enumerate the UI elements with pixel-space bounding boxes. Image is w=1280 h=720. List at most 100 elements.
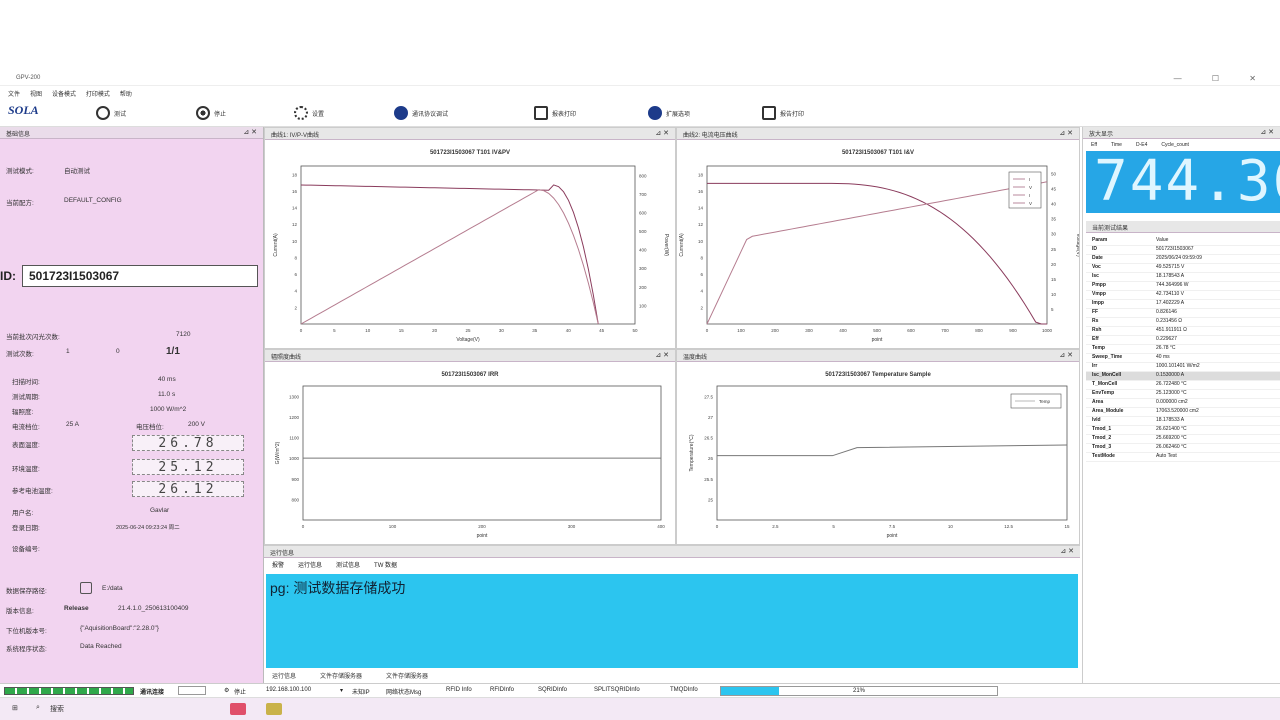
table-row[interactable]: Impp 17.402229 A [1086, 300, 1280, 309]
tab-tw-data[interactable]: TW 数据 [374, 563, 398, 569]
scan-time-value: 40 ms [158, 376, 176, 383]
tab-alarm[interactable]: 报警 [272, 563, 285, 569]
menu-file[interactable]: 文件 [8, 92, 21, 98]
param-name: Sweep_Time [1092, 354, 1123, 360]
folder-icon[interactable] [80, 582, 92, 594]
report-button[interactable]: 报表打印 [534, 105, 576, 121]
pin-icon[interactable]: ⊿ ✕ [655, 352, 669, 359]
table-row[interactable]: Ivld 18.178533 A [1086, 417, 1280, 426]
voltage-range-label: 电压档位: [136, 424, 164, 431]
id-field[interactable]: 501723I1503067 [22, 265, 258, 287]
table-row[interactable]: Vmpp 42.734110 V [1086, 291, 1280, 300]
table-row[interactable]: TestMode Auto Test [1086, 453, 1280, 462]
test-button[interactable]: 测试 [96, 105, 126, 121]
chart-title: 501723I1503067 Temperature Sample [825, 372, 931, 378]
table-row[interactable]: Eff 0.229627 [1086, 336, 1280, 345]
print-button[interactable]: 报告打印 [762, 105, 804, 121]
param-name: Rs [1092, 318, 1099, 324]
scan-time-label: 扫描时间: [12, 379, 40, 386]
pin-icon[interactable]: ⊿ ✕ [1060, 548, 1074, 555]
table-row[interactable]: FF 0.826146 [1086, 309, 1280, 318]
table-row[interactable]: Tmod_3 26.062460 °C [1086, 444, 1280, 453]
menu-view[interactable]: 视图 [29, 92, 42, 98]
message-panel-title: 运行信息 [270, 551, 295, 557]
table-row[interactable]: Date 2025/06/24 09:59:09 [1086, 255, 1280, 264]
table-row[interactable]: Area 0.000000 cm2 [1086, 399, 1280, 408]
bottom-tab-run-info[interactable]: 运行信息 [272, 674, 297, 680]
app-icon[interactable] [266, 703, 282, 715]
protocol-debug-label: 通讯协议调试 [412, 111, 449, 118]
pin-icon[interactable]: ⊿ ✕ [1260, 129, 1274, 136]
extend-button[interactable]: 扩展选项 [648, 105, 690, 121]
param-name: Tmod_2 [1092, 435, 1112, 441]
stop-button-label: 停止 [214, 111, 227, 118]
y-tick-label: 6 [700, 272, 703, 277]
table-row[interactable]: Tmod_1 26.621400 °C [1086, 426, 1280, 435]
window-controls[interactable]: — ☐ ✕ [1173, 74, 1270, 83]
param-value: 451.911911 Ω [1156, 327, 1187, 333]
table-row[interactable]: Rsh 451.911911 Ω [1086, 327, 1280, 336]
result-table: Param Value ID 501723I1503067 Date 2025/06/2… [1086, 237, 1280, 462]
tab-eff[interactable]: Eff [1091, 142, 1098, 148]
protocol-debug-button[interactable]: 通讯协议调试 [394, 105, 448, 121]
menu-device-mode[interactable]: 设备模式 [51, 92, 76, 98]
stop-button[interactable]: 停止 [196, 105, 226, 121]
x-tick-label: 10 [948, 524, 954, 529]
table-row[interactable]: T_MonCell 26.722480 °C [1086, 381, 1280, 390]
table-row[interactable]: Sweep_Time 40 ms [1086, 354, 1280, 363]
tab-test-info[interactable]: 测试信息 [336, 563, 361, 569]
status-network-msg: 网络状态Msg [386, 690, 422, 696]
chart-temp-header-text: 温度曲线 [683, 355, 708, 361]
table-row[interactable]: Area_Module 17063.520000 cm2 [1086, 408, 1280, 417]
gear-icon[interactable]: ⚙ [224, 688, 230, 694]
menu-print-mode[interactable]: 打印模式 [85, 92, 110, 98]
tab-d-e4[interactable]: D-E4 [1135, 142, 1148, 148]
tab-cycle-count[interactable]: Cycle_count [1161, 142, 1189, 148]
table-row[interactable]: Voc 49.525715 V [1086, 264, 1280, 273]
windows-start-icon[interactable]: ⊞ [12, 705, 18, 712]
tab-run-info[interactable]: 运行信息 [298, 563, 323, 569]
logo: SOLA [8, 103, 39, 117]
table-row[interactable]: Isc_MonCell 0.1530000 A [1086, 372, 1280, 381]
app-icon[interactable] [230, 703, 246, 715]
search-icon[interactable]: ⌕ [36, 704, 40, 711]
param-name: Tmod_3 [1092, 444, 1112, 450]
ip-dropdown-icon[interactable]: ▾ [340, 688, 344, 694]
y-tick-label: 6 [294, 272, 297, 277]
pin-icon[interactable]: ⊿ ✕ [1059, 130, 1073, 137]
message-tabs: 报警 运行信息 测试信息 TW 数据 [264, 558, 1080, 570]
x-tick-label: 900 [1009, 328, 1017, 333]
taskbar: ⊞ ⌕ 搜索 [0, 697, 1280, 720]
chart-i-v-header: 曲线2: 电流电压曲线 ⊿ ✕ [677, 128, 1079, 140]
menu-help[interactable]: 帮助 [119, 92, 132, 98]
taskbar-search[interactable]: 搜索 [50, 706, 64, 713]
table-row[interactable]: Isc 18.178543 A [1086, 273, 1280, 282]
x-tick-label: 300 [805, 328, 813, 333]
status-unknown-ip: 未知IP [352, 690, 370, 696]
pin-icon[interactable]: ⊿ ✕ [1059, 352, 1073, 359]
table-row[interactable]: ID 501723I1503067 [1086, 246, 1280, 255]
table-row[interactable]: Temp 26.78 °C [1086, 345, 1280, 354]
table-row[interactable]: Pmpp 744.364996 W [1086, 282, 1280, 291]
current-range-label: 电流档位: [12, 424, 40, 431]
stop-label[interactable]: 停止 [234, 690, 247, 696]
tab-time[interactable]: Time [1111, 142, 1122, 148]
x-tick-label: 300 [568, 524, 576, 529]
table-row[interactable]: Tmod_2 25.669200 °C [1086, 435, 1280, 444]
pin-icon[interactable]: ⊿ ✕ [655, 130, 669, 137]
settings-button[interactable]: 设置 [294, 105, 324, 121]
y2-tick-label: 200 [639, 285, 647, 290]
table-row[interactable]: Rs 0.231456 Ω [1086, 318, 1280, 327]
voltage-curve-line [706, 181, 1048, 325]
comm-input[interactable] [178, 686, 206, 695]
table-row[interactable]: EnvTemp 25.123000 °C [1086, 390, 1280, 399]
param-name: Voc [1092, 264, 1101, 270]
pin-icon[interactable]: ⊿ ✕ [243, 129, 257, 136]
y-tick-label: 4 [700, 289, 703, 294]
table-row[interactable]: Irr 1000.101401 W/m2 [1086, 363, 1280, 372]
param-name: ID [1092, 246, 1097, 252]
y-tick-label: 27 [708, 415, 714, 420]
bottom-tab-file-server[interactable]: 文件存储服务器 [320, 674, 363, 680]
bottom-tab-file-server-2[interactable]: 文件存储服务器 [386, 674, 429, 680]
y-axis-label: Temperature(°C) [689, 434, 695, 471]
